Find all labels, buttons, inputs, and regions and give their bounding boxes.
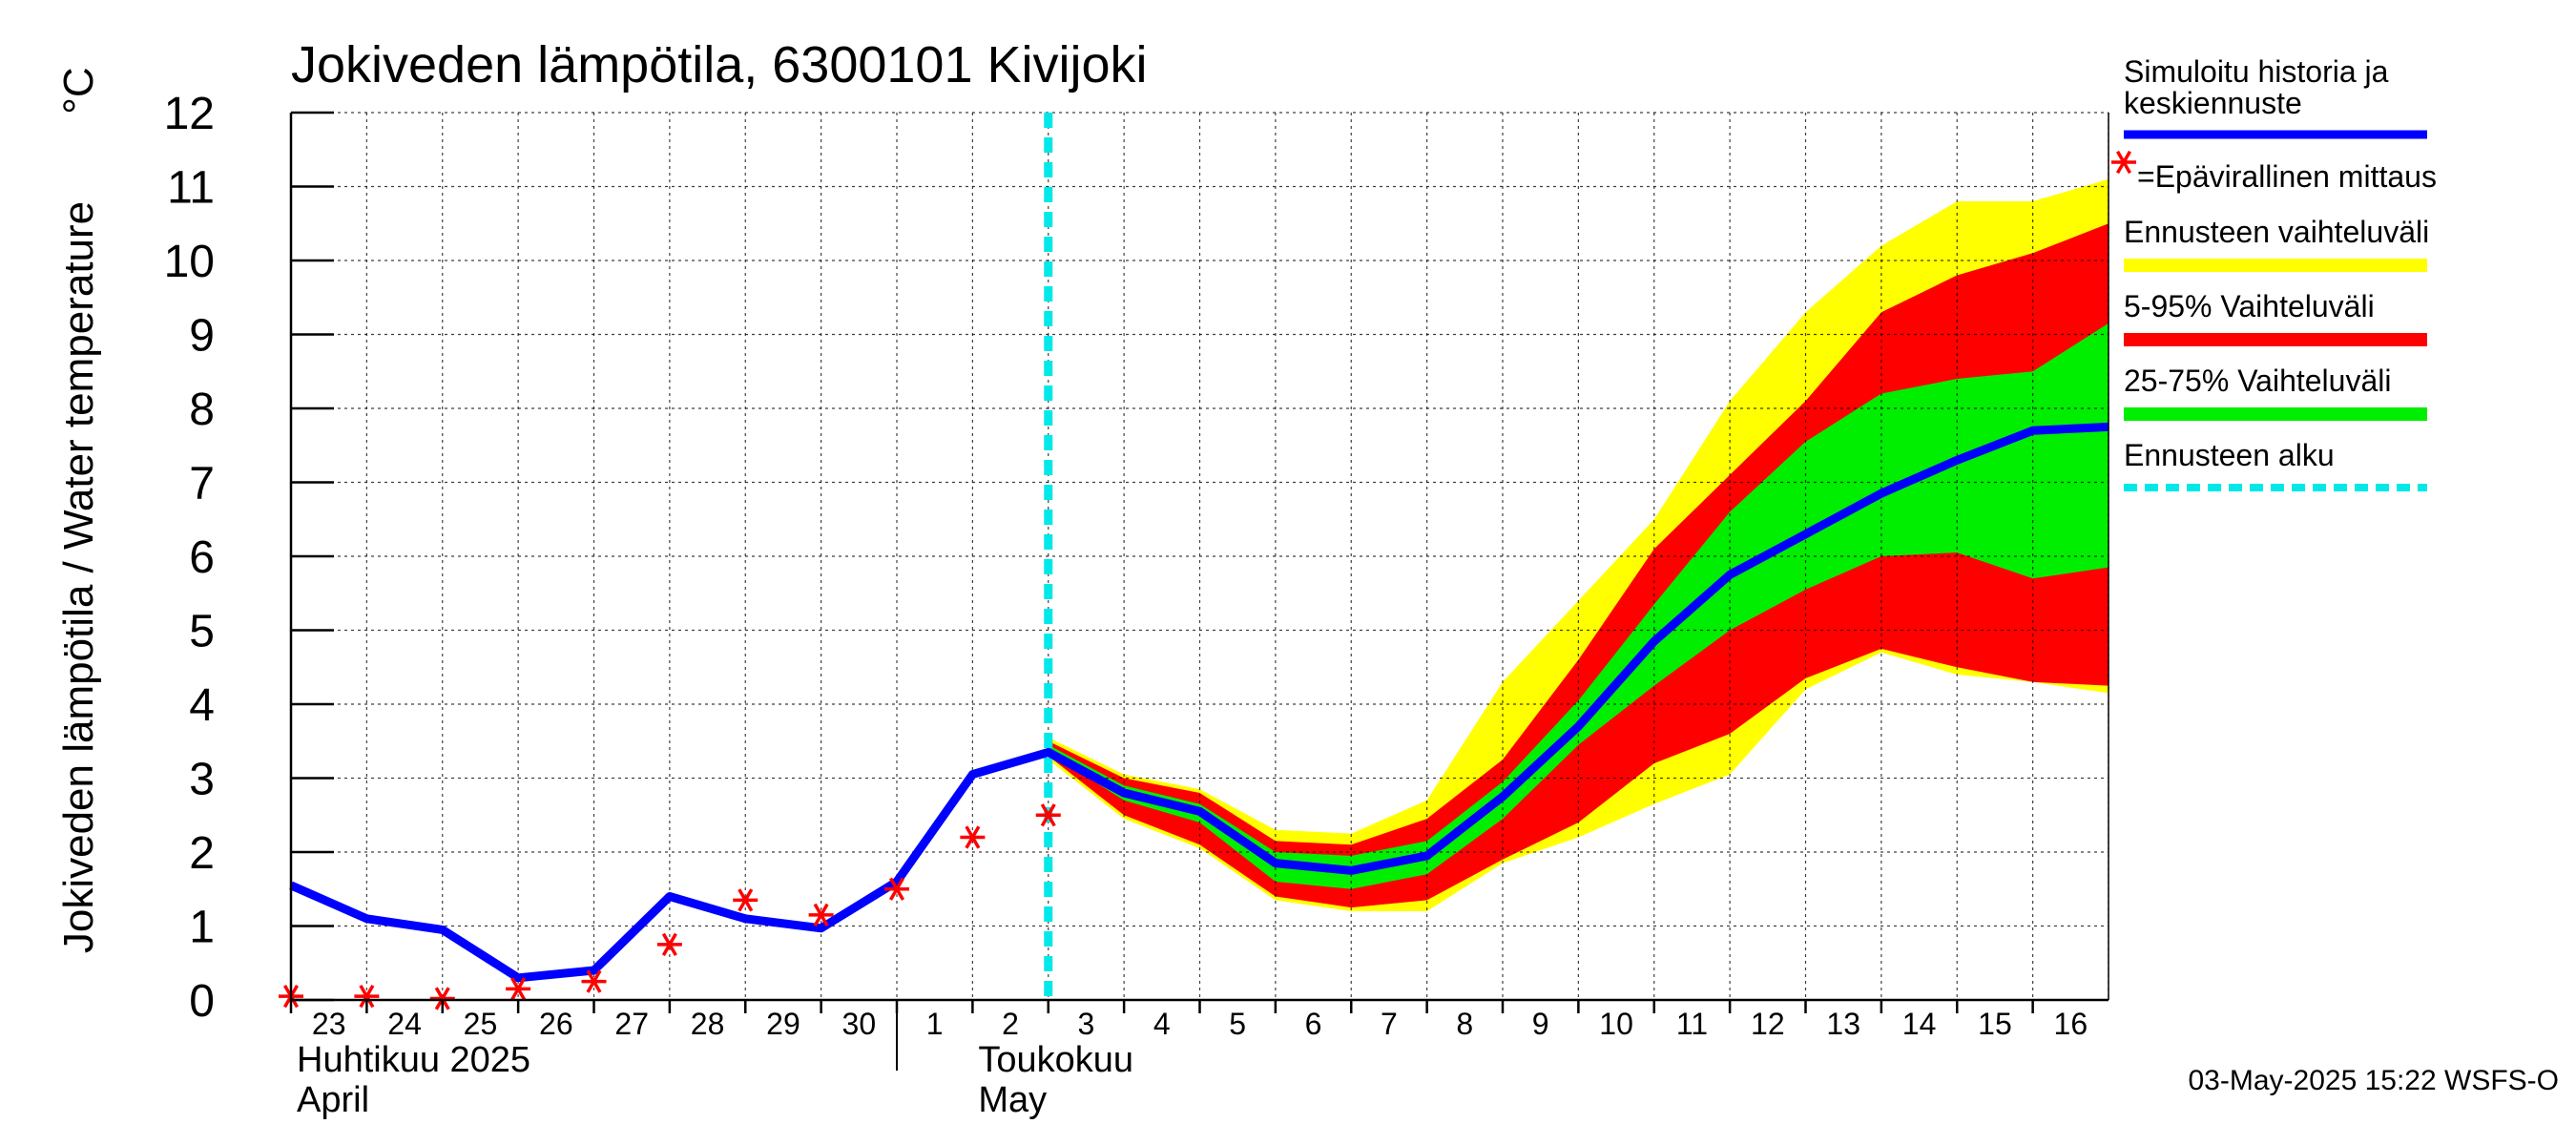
y-tick-label: 7 xyxy=(189,459,215,510)
x-tick-label: 7 xyxy=(1381,1007,1398,1041)
grid xyxy=(290,112,2109,1001)
legend-swatch-star xyxy=(2111,150,2136,175)
x-tick-label: 1 xyxy=(926,1007,944,1041)
y-tick-label: 8 xyxy=(189,385,215,435)
measurement-point xyxy=(733,888,758,912)
measurement-point xyxy=(506,977,531,1001)
legend-label: Ennusteen alku xyxy=(2124,438,2335,472)
x-tick-label: 23 xyxy=(312,1007,346,1041)
forecast-bands xyxy=(1048,178,2109,912)
x-tick-label: 27 xyxy=(614,1007,649,1041)
y-tick-label: 11 xyxy=(167,163,215,214)
x-tick-label: 11 xyxy=(1676,1007,1708,1041)
series-layer xyxy=(289,422,2109,983)
measurement-point xyxy=(581,969,607,993)
legend: Simuloitu historia ja keskiennuste =Epävir… xyxy=(2111,54,2437,491)
y-tick-label: 4 xyxy=(189,680,215,731)
x-tick-label: 25 xyxy=(464,1007,498,1041)
legend-label: 5-95% Vaihteluväli xyxy=(2124,289,2375,323)
series-line-mean-forecast xyxy=(289,422,2109,983)
month-label: Toukokuu xyxy=(978,1040,1133,1080)
y-tick-label: 2 xyxy=(189,828,215,879)
y-tick-label: 3 xyxy=(189,755,215,805)
green_band xyxy=(1048,323,2109,889)
y-tick-label: 9 xyxy=(189,311,215,362)
month-label-english: April xyxy=(297,1080,369,1120)
x-tick-label: 30 xyxy=(842,1007,877,1041)
y-axis-label: Jokiveden lämpötila / Water temperature xyxy=(55,201,102,953)
y-tick-label: 5 xyxy=(189,607,215,657)
legend-label: Simuloitu historia ja keskiennuste xyxy=(2124,54,2389,120)
measurement-point xyxy=(656,932,682,957)
y-tick-label: 0 xyxy=(189,976,215,1027)
y-axis-unit: °C xyxy=(55,67,102,114)
x-tick-label: 28 xyxy=(691,1007,725,1041)
x-tick-label: 4 xyxy=(1153,1007,1171,1041)
x-tick-label: 29 xyxy=(766,1007,800,1041)
y-tick-label: 6 xyxy=(189,532,215,583)
measurement-point xyxy=(429,987,455,1010)
y-tick-label: 12 xyxy=(164,89,215,139)
axes xyxy=(289,111,2109,1071)
chart-title: Jokiveden lämpötila, 6300101 Kivijoki xyxy=(291,36,1148,94)
x-tick-label: 2 xyxy=(1002,1007,1019,1041)
month-label: Huhtikuu 2025 xyxy=(297,1040,530,1080)
measurement-point xyxy=(808,903,834,927)
measurement-point xyxy=(960,825,986,849)
legend-label: =Epävirallinen mittaus xyxy=(2137,159,2437,194)
measurement-point xyxy=(1035,803,1061,827)
x-tick-label: 13 xyxy=(1826,1007,1860,1041)
x-tick-label: 16 xyxy=(2054,1007,2088,1041)
y-tick-label: 1 xyxy=(189,903,215,953)
x-tick-label: 3 xyxy=(1078,1007,1095,1041)
x-tick-label: 8 xyxy=(1456,1007,1473,1041)
x-tick-label: 5 xyxy=(1229,1007,1246,1041)
red_band xyxy=(1048,223,2109,908)
footer-timestamp: 03-May-2025 15:22 WSFS-O xyxy=(2189,1065,2560,1096)
y-tick-label: 10 xyxy=(164,237,215,287)
x-tick-label: 26 xyxy=(539,1007,573,1041)
x-tick-label: 12 xyxy=(1751,1007,1785,1041)
legend-label: 25-75% Vaihteluväli xyxy=(2124,364,2391,398)
x-tick-label: 24 xyxy=(387,1007,422,1041)
x-tick-label: 10 xyxy=(1599,1007,1633,1041)
x-tick-label: 6 xyxy=(1305,1007,1322,1041)
x-tick-label: 14 xyxy=(1902,1007,1937,1041)
measurement-point xyxy=(884,877,909,901)
measurement-point xyxy=(354,984,380,1009)
x-tick-labels: 23 24 25 26 27 28 29 30 1 2 3 4 5 6 7 8 9 10 11 12 13 14 15 16 xyxy=(312,1007,2088,1041)
month-label-english: May xyxy=(978,1080,1047,1120)
legend-label: Ennusteen vaihteluväli xyxy=(2124,215,2429,249)
x-tick-label: 15 xyxy=(1978,1007,2012,1041)
x-tick-label: 9 xyxy=(1532,1007,1549,1041)
